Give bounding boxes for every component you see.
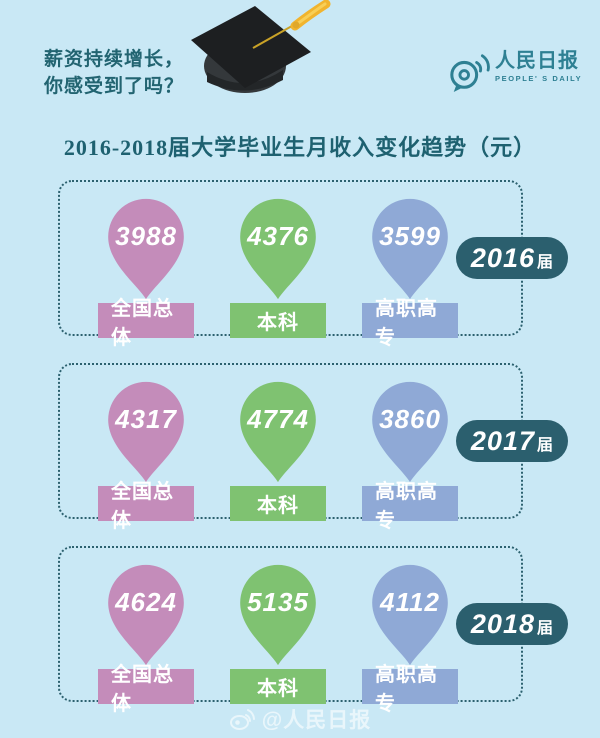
year-number: 2016 <box>470 242 535 273</box>
pin-label: 本科 <box>230 486 326 521</box>
logo-subtitle: PEOPLE' S DAILY <box>495 74 583 83</box>
year-badge-2016: 2016 届 <box>455 237 568 279</box>
pin-bachelor-2018: 5135 本科 <box>230 563 326 704</box>
pin-label: 高职高专 <box>362 664 458 715</box>
tagline-line-1: 薪资持续增长， <box>44 49 185 70</box>
pin-bachelor-2017: 4774 本科 <box>230 380 326 521</box>
pin-label: 全国总体 <box>98 298 194 349</box>
year-suffix: 届 <box>536 254 553 271</box>
pin-value: 3988 <box>115 221 177 251</box>
year-group-2016: 3988 全国总体 4376 本科 3599 <box>58 180 568 349</box>
pin-national-2016: 3988 全国总体 <box>98 197 194 349</box>
pin-vocational-2018: 4112 高职高专 <box>362 563 458 715</box>
pin-national-2017: 4317 全国总体 <box>98 380 194 532</box>
pin-value: 3599 <box>379 221 441 251</box>
pin-label: 高职高专 <box>362 298 458 349</box>
graduation-cap-icon <box>191 0 331 93</box>
pin-label: 全国总体 <box>98 664 194 715</box>
pin-balloon-icon <box>108 381 184 483</box>
pin-balloon-icon <box>372 564 448 666</box>
year-number: 2018 <box>470 608 535 639</box>
pin-value: 4774 <box>247 404 309 434</box>
year-badge-2018: 2018 届 <box>455 603 568 645</box>
pin-balloon-icon <box>108 198 184 300</box>
year-suffix: 届 <box>536 620 553 637</box>
year-number: 2017 <box>470 425 535 456</box>
pin-balloon-icon <box>240 198 316 300</box>
year-group-2017: 4317 全国总体 4774 本科 3860 <box>58 363 568 532</box>
pin-balloon-icon <box>372 381 448 483</box>
pin-value: 4112 <box>380 587 440 617</box>
pin-balloon-icon <box>240 564 316 666</box>
at-megaphone-icon <box>450 54 490 93</box>
pin-label: 本科 <box>230 303 326 338</box>
pin-label: 本科 <box>230 669 326 704</box>
pin-vocational-2016: 3599 高职高专 <box>362 197 458 349</box>
pin-value: 4624 <box>115 587 177 617</box>
pin-vocational-2017: 3860 高职高专 <box>362 380 458 532</box>
pin-label: 全国总体 <box>98 481 194 532</box>
peoples-daily-logo: 人民日报 PEOPLE' S DAILY <box>448 50 582 94</box>
pin-balloon-icon <box>108 564 184 666</box>
pin-balloon-icon <box>240 381 316 483</box>
pin-bachelor-2016: 4376 本科 <box>230 197 326 338</box>
pin-value: 5135 <box>247 587 309 617</box>
tagline: 薪资持续增长， 你感受到了吗？ <box>44 46 184 100</box>
pin-value: 3860 <box>379 404 441 434</box>
pin-value: 4376 <box>247 221 309 251</box>
year-suffix: 届 <box>536 437 553 454</box>
pin-national-2018: 4624 全国总体 <box>98 563 194 715</box>
weibo-icon <box>229 709 255 730</box>
pin-value: 4317 <box>115 404 177 434</box>
year-badge-2017: 2017 届 <box>455 420 568 462</box>
tagline-line-2: 你感受到了吗？ <box>44 76 185 97</box>
year-group-2018: 4624 全国总体 5135 本科 4112 <box>58 546 568 715</box>
infographic-title: 2016-2018届大学毕业生月收入变化趋势（元） <box>63 135 537 160</box>
footer-watermark: @人民日报 <box>0 704 600 734</box>
watermark-text: @人民日报 <box>261 709 372 732</box>
pin-label: 高职高专 <box>362 481 458 532</box>
pin-balloon-icon <box>372 198 448 300</box>
logo-name: 人民日报 <box>495 50 579 72</box>
